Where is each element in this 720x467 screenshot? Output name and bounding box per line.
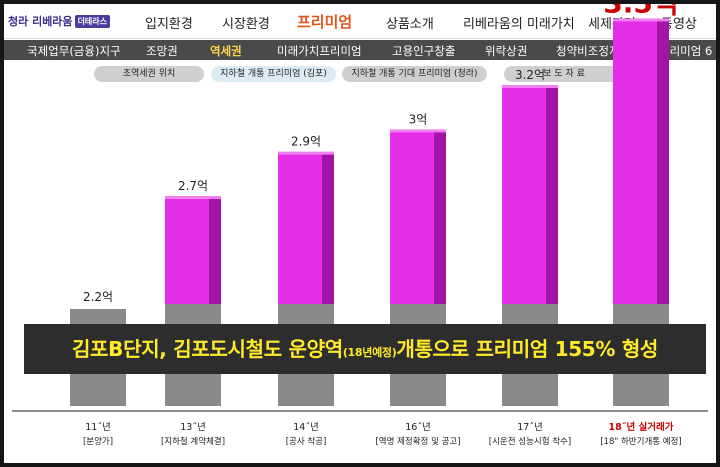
x-tick-note: [18" 하반기개통 예정] (600, 436, 682, 447)
bar-top (390, 129, 446, 133)
premium-bar-chart: 2.2억 11˝년 [분양가] 2.7억 13˝년 [지하철 계약체결] 2.9억 14˝년 [… (12, 4, 708, 447)
logo[interactable]: 청라 리베라움 더테라스 (8, 13, 111, 29)
bar-front (390, 131, 434, 304)
banner-rest: 개통으로 프리미엄 155% 형성 (396, 337, 659, 361)
bar-top (278, 151, 334, 155)
x-tick-note: [공사 착공] (286, 437, 327, 447)
bar-value-label: 2.7억 (178, 179, 208, 193)
x-tick-label: 18˝년 실거래가 (609, 421, 674, 433)
nav-item-video[interactable]: 동영상 (661, 17, 697, 32)
bar-side (434, 131, 446, 304)
subnav-item-future-premium[interactable]: 미래가치프리미엄 (277, 44, 362, 58)
headline-banner: 김포B단지, 김포도시철도 운양역(18년예정)개통으로 프리미엄 155% 형… (24, 324, 706, 374)
x-tick-label: 17˝년 (517, 422, 543, 433)
subnav-item-employment[interactable]: 고용인구창출 (392, 44, 456, 58)
subnav-item-leisure[interactable]: 위락상권 (485, 44, 528, 58)
x-tick-label: 11˝년 (85, 422, 111, 433)
nav-item-market[interactable]: 시장환경 (222, 17, 270, 32)
bar-top (165, 196, 221, 199)
nav-item-premium[interactable]: 프리미엄 (297, 13, 353, 31)
bar-front (165, 198, 209, 304)
tab-subway-premium-gimpo[interactable]: 지하철 개통 프리미엄 (김포) (211, 66, 336, 82)
subnav-item-business-district[interactable]: 국제업무(금융)지구 (27, 44, 121, 58)
subnav-item-premium6[interactable]: 프리미엄 6 (659, 44, 713, 58)
bar-side (657, 20, 669, 305)
subnav-item-view[interactable]: 조망권 (146, 44, 178, 58)
bar-value-label: 2.2억 (83, 290, 113, 304)
bar-front (278, 153, 322, 304)
bar-front (502, 87, 546, 304)
bar-side (209, 198, 221, 304)
banner-note: (18년예정) (342, 346, 397, 359)
banner-main: 김포B단지, 김포도시철도 운양역 (71, 337, 343, 361)
bar-value-label: 2.9억 (291, 135, 321, 149)
sub-nav: 국제업무(금융)지구 조망권 역세권 미래가치프리미엄 고용인구창출 위락상권 … (4, 40, 716, 60)
x-tick-note: [분양가] (83, 436, 113, 447)
bar-value-label: 3.2억 (515, 68, 545, 82)
x-tick-note: [지하철 계약체결] (161, 436, 225, 447)
nav-item-future-value[interactable]: 리베라움의 미래가치 (463, 17, 575, 32)
tab-subway-premium-cheongna[interactable]: 지하철 개통 기대 프리미엄 (청라) (342, 66, 487, 82)
bar-top (502, 85, 558, 88)
logo-text: 청라 리베라움 (8, 15, 73, 28)
bar-side (546, 87, 558, 304)
x-tick-note: [역명 제정확정 및 공고] (375, 436, 460, 447)
bar-front (613, 20, 657, 305)
bar-value-label: 3억 (409, 112, 428, 126)
top-nav: 청라 리베라움 더테라스 입지환경 시장환경 프리미엄 상품소개 리베라움의 미래… (4, 4, 716, 39)
nav-item-location[interactable]: 입지환경 (145, 17, 193, 32)
bar-top (613, 18, 669, 22)
x-tick-label: 16˝년 (405, 422, 431, 433)
nav-item-products[interactable]: 상품소개 (386, 17, 434, 32)
bar-side (322, 153, 334, 304)
page: 청라 리베라움 더테라스 입지환경 시장환경 프리미엄 상품소개 리베라움의 미래… (4, 4, 716, 463)
x-tick-note: [시운전 성능시험 착수] (489, 436, 571, 447)
x-tick-label: 14˝년 (293, 422, 319, 433)
subnav-item-non-regulated[interactable]: 청약비조정지역 (556, 44, 631, 58)
subnav-item-station[interactable]: 역세권 (210, 44, 242, 58)
tab-station-location[interactable]: 초역세권 위치 (94, 66, 204, 82)
bar-value-label: 3.5억 (603, 4, 678, 19)
logo-tag: 더테라스 (74, 15, 111, 28)
tab-press-release[interactable]: 보 도 자 료 (504, 66, 624, 82)
x-tick-label: 13˝년 (180, 422, 206, 433)
